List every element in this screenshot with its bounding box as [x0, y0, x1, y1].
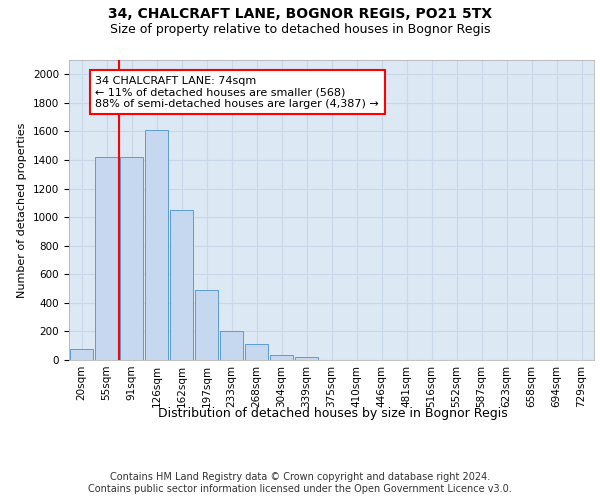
- Text: Distribution of detached houses by size in Bognor Regis: Distribution of detached houses by size …: [158, 408, 508, 420]
- Bar: [119, 157, 143, 360]
- Y-axis label: Number of detached properties: Number of detached properties: [17, 122, 28, 298]
- Bar: [269, 355, 293, 360]
- Bar: [170, 210, 193, 360]
- Text: 34 CHALCRAFT LANE: 74sqm
← 11% of detached houses are smaller (568)
88% of semi-: 34 CHALCRAFT LANE: 74sqm ← 11% of detach…: [95, 76, 379, 109]
- Bar: [95, 157, 118, 360]
- Bar: [194, 290, 218, 360]
- Text: 34, CHALCRAFT LANE, BOGNOR REGIS, PO21 5TX: 34, CHALCRAFT LANE, BOGNOR REGIS, PO21 5…: [108, 8, 492, 22]
- Bar: [70, 348, 94, 360]
- Bar: [295, 357, 319, 360]
- Text: Contains HM Land Registry data © Crown copyright and database right 2024.
Contai: Contains HM Land Registry data © Crown c…: [88, 472, 512, 494]
- Bar: [220, 332, 244, 360]
- Bar: [145, 130, 169, 360]
- Bar: [245, 344, 268, 360]
- Text: Size of property relative to detached houses in Bognor Regis: Size of property relative to detached ho…: [110, 22, 490, 36]
